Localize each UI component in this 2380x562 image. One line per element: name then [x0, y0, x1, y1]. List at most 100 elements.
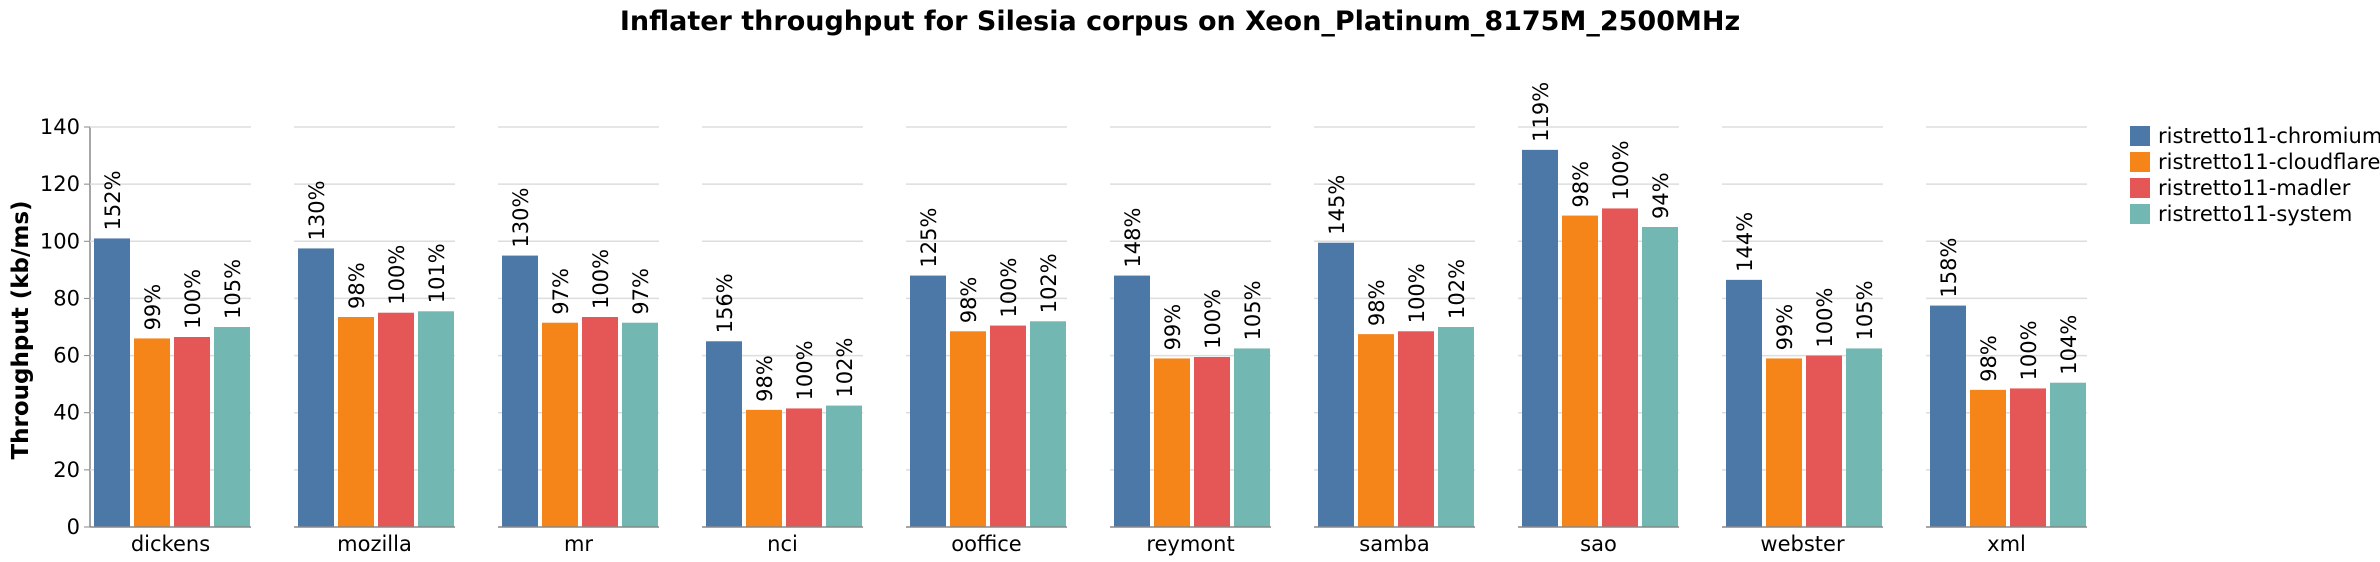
data-label: 100% — [2017, 320, 2041, 380]
bar — [174, 337, 210, 527]
facet-label: ooffice — [951, 532, 1021, 556]
data-label: 98% — [345, 262, 369, 309]
bar — [1970, 389, 2006, 527]
data-label: 100% — [1201, 289, 1225, 349]
data-label: 98% — [753, 355, 777, 402]
bar — [1766, 358, 1802, 527]
legend-swatch — [2130, 126, 2150, 146]
bar — [1234, 348, 1270, 527]
facet-label: sao — [1580, 532, 1617, 556]
bar — [134, 338, 170, 527]
legend-label: ristretto11-system — [2158, 202, 2352, 226]
data-label: 152% — [101, 170, 125, 230]
data-label: 94% — [1649, 172, 1673, 219]
bar — [1030, 321, 1066, 527]
bar — [338, 317, 374, 527]
bar — [502, 255, 538, 528]
facet-label: samba — [1359, 532, 1429, 556]
bar — [2010, 388, 2046, 527]
data-label: 97% — [549, 268, 573, 315]
data-label: 105% — [1241, 280, 1265, 340]
facet-label: mozilla — [337, 532, 412, 556]
y-tick-label: 20 — [53, 458, 80, 482]
data-label: 104% — [2057, 315, 2081, 375]
data-label: 97% — [629, 268, 653, 315]
bar — [746, 409, 782, 527]
bar — [826, 405, 862, 527]
facet-xml: 158% 98% 100% 104% xml — [1926, 126, 2087, 556]
bar — [1562, 215, 1598, 528]
bar — [1438, 327, 1474, 527]
facet-mozilla: 130% 98% 100% 101% mozilla — [294, 126, 455, 556]
data-label: 100% — [1813, 288, 1837, 348]
y-tick-label: 120 — [40, 172, 80, 196]
bar — [378, 312, 414, 527]
bar — [1602, 208, 1638, 527]
bar — [298, 248, 334, 527]
data-label: 100% — [1609, 140, 1633, 200]
bar — [622, 322, 658, 527]
facet-mr: 130% 97% 100% 97% mr — [498, 126, 659, 556]
bar — [1522, 149, 1558, 527]
data-label: 100% — [385, 245, 409, 305]
data-label: 100% — [793, 340, 817, 400]
data-label: 98% — [1365, 279, 1389, 326]
data-label: 98% — [1977, 335, 2001, 382]
facet-label: xml — [1987, 532, 2026, 556]
data-label: 158% — [1937, 238, 1961, 298]
bar — [94, 238, 130, 527]
bar — [950, 331, 986, 527]
facet-dickens: 152% 99% 100% 105% dickens — [90, 126, 251, 556]
bar — [1930, 305, 1966, 527]
facet-nci: 156% 98% 100% 102% nci — [702, 126, 863, 556]
legend-label: ristretto11-madler — [2158, 176, 2351, 200]
bar — [1318, 242, 1354, 527]
y-tick-label: 80 — [53, 286, 80, 310]
facet-label: nci — [767, 532, 798, 556]
bar — [1154, 358, 1190, 527]
data-label: 125% — [917, 208, 941, 268]
y-tick-label: 60 — [53, 344, 80, 368]
facet-label: mr — [564, 532, 593, 556]
bar — [1806, 355, 1842, 527]
data-label: 99% — [1161, 304, 1185, 351]
facet-ooffice: 125% 98% 100% 102% ooffice — [906, 126, 1067, 556]
bar — [910, 275, 946, 527]
legend-swatch — [2130, 204, 2150, 224]
data-label: 102% — [833, 338, 857, 398]
data-label: 105% — [221, 259, 245, 319]
data-label: 156% — [713, 273, 737, 333]
data-label: 144% — [1733, 212, 1757, 272]
facet-sao: 119% 98% 100% 94% sao — [1518, 82, 1679, 556]
bar — [1726, 279, 1762, 527]
bar — [1398, 331, 1434, 527]
plot-area: 0 20 40 60 80 100 120 140 152% 99% 100% 105% dickens… — [40, 82, 2087, 556]
bar — [990, 325, 1026, 527]
facet-webster: 144% 99% 100% 105% webster — [1722, 126, 1883, 556]
legend-label: ristretto11-chromium — [2158, 124, 2380, 148]
y-tick-label: 0 — [67, 515, 80, 539]
bar — [1358, 334, 1394, 527]
bar — [2050, 382, 2086, 527]
bar — [1642, 227, 1678, 527]
bar — [418, 311, 454, 527]
y-tick-label: 40 — [53, 401, 80, 425]
data-label: 145% — [1325, 175, 1349, 235]
bar — [706, 341, 742, 527]
data-label: 102% — [1445, 259, 1469, 319]
data-label: 119% — [1529, 82, 1553, 142]
bar — [1114, 275, 1150, 527]
facet-label: webster — [1760, 532, 1845, 556]
facet-samba: 145% 98% 100% 102% samba — [1314, 126, 1475, 556]
data-label: 98% — [1569, 161, 1593, 208]
data-label: 148% — [1121, 208, 1145, 268]
legend: ristretto11-chromiumristretto11-cloudfla… — [2130, 124, 2380, 226]
data-label: 130% — [509, 188, 533, 248]
data-label: 99% — [141, 284, 165, 331]
data-label: 101% — [425, 243, 449, 303]
facet-reymont: 148% 99% 100% 105% reymont — [1110, 126, 1271, 556]
facet-label: dickens — [131, 532, 210, 556]
bar — [1846, 348, 1882, 527]
